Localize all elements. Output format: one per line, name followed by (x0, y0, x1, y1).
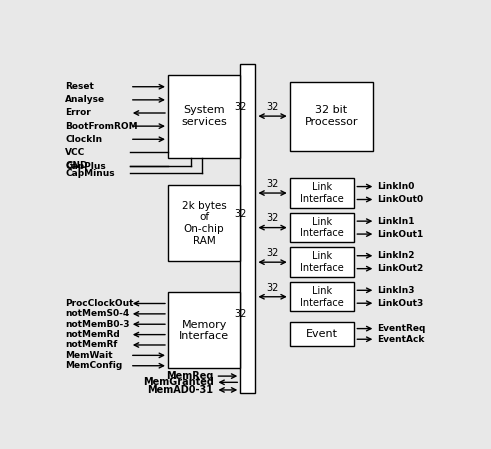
Text: 32: 32 (234, 309, 246, 319)
Bar (168, 75, 240, 158)
Text: MemConfig: MemConfig (65, 361, 122, 370)
Text: LinkOut0: LinkOut0 (377, 195, 423, 204)
Text: CapPlus: CapPlus (65, 162, 106, 171)
Text: ProcClockOut: ProcClockOut (65, 299, 134, 308)
Text: notMemB0-3: notMemB0-3 (65, 320, 130, 329)
Text: MemReq: MemReq (166, 371, 214, 381)
Text: Analyse: Analyse (65, 95, 105, 104)
Text: MemGranted: MemGranted (143, 377, 214, 387)
Text: MemWait: MemWait (65, 351, 113, 360)
Text: Memory
Interface: Memory Interface (179, 320, 229, 341)
Text: LinkIn3: LinkIn3 (377, 286, 415, 295)
Text: Event: Event (306, 329, 338, 339)
Text: EventReq: EventReq (377, 324, 426, 333)
Bar (290, 178, 355, 208)
Text: LinkOut3: LinkOut3 (377, 299, 423, 308)
Text: Error: Error (65, 109, 91, 118)
Text: Link
Interface: Link Interface (300, 182, 344, 204)
Text: GND: GND (65, 161, 88, 170)
Bar (240, 64, 255, 393)
Text: Link
Interface: Link Interface (300, 286, 344, 308)
Text: LinkIn0: LinkIn0 (377, 182, 414, 191)
Bar (290, 247, 355, 277)
Text: LinkOut2: LinkOut2 (377, 264, 423, 273)
Text: LinkIn2: LinkIn2 (377, 251, 415, 260)
Text: 32: 32 (267, 213, 279, 224)
Text: 32: 32 (267, 102, 279, 112)
Text: MemAD0-31: MemAD0-31 (148, 385, 214, 395)
Text: 32: 32 (267, 282, 279, 293)
Text: 32: 32 (234, 209, 246, 219)
Text: System
services: System services (181, 106, 227, 127)
Text: 32: 32 (267, 248, 279, 258)
Text: CapMinus: CapMinus (65, 169, 115, 178)
Text: 32 bit
Processor: 32 bit Processor (305, 106, 358, 127)
Text: ClockIn: ClockIn (65, 135, 102, 144)
Text: Reset: Reset (65, 82, 94, 91)
Text: 2k bytes
of
On-chip
RAM: 2k bytes of On-chip RAM (182, 201, 226, 246)
Text: 32: 32 (234, 102, 246, 112)
Text: Link
Interface: Link Interface (300, 217, 344, 238)
Text: BootFromROM: BootFromROM (65, 122, 138, 131)
Bar (290, 82, 374, 151)
Text: Link
Interface: Link Interface (300, 251, 344, 273)
Text: LinkOut1: LinkOut1 (377, 229, 423, 238)
Text: VCC: VCC (65, 148, 85, 157)
Text: notMemS0-4: notMemS0-4 (65, 309, 130, 318)
Text: notMemRd: notMemRd (65, 330, 120, 339)
Text: LinkIn1: LinkIn1 (377, 217, 415, 226)
Bar (290, 213, 355, 242)
Text: EventAck: EventAck (377, 335, 425, 344)
Text: 32: 32 (267, 179, 279, 189)
Bar (168, 185, 240, 261)
Text: notMemRf: notMemRf (65, 340, 117, 349)
Bar (168, 292, 240, 369)
Bar (290, 282, 355, 312)
Bar (290, 322, 355, 346)
